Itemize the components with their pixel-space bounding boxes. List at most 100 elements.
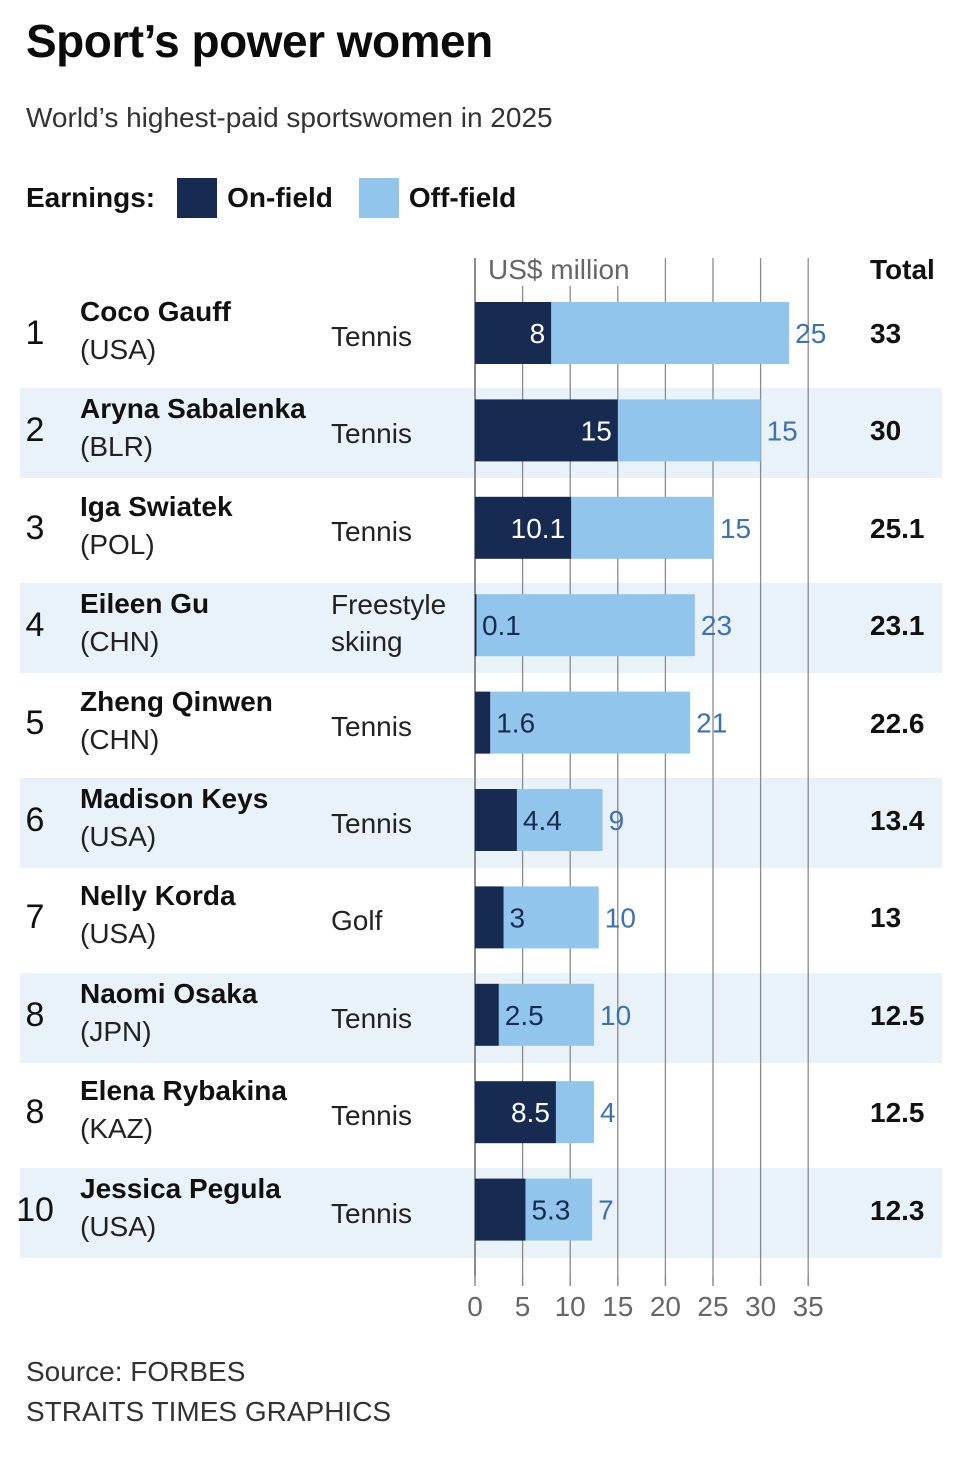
rank-number: 6: [25, 801, 45, 839]
legend-title: Earnings:: [26, 182, 156, 213]
off-field-value-label: 15: [720, 513, 751, 544]
on-field-value-label: 5.3: [531, 1195, 570, 1226]
on-field-value-label: 8.5: [511, 1097, 550, 1128]
bar-on-field: [475, 691, 491, 754]
rank-number: 1: [25, 314, 45, 352]
total-earnings: 30: [870, 415, 902, 447]
sport-name: Tennis: [331, 515, 412, 547]
bar-off-field: [551, 302, 790, 364]
bar-on-field: [475, 1178, 526, 1241]
bar-off-field: [503, 886, 599, 949]
athlete-country: (BLR): [80, 431, 154, 463]
sport-name: Tennis: [331, 1100, 412, 1132]
off-field-value-label: 10: [600, 1000, 631, 1031]
athlete-name: Jessica Pegula: [80, 1172, 281, 1204]
rank-number: 7: [25, 898, 45, 937]
sport-name: Golf: [331, 905, 383, 937]
total-earnings: 13: [870, 902, 902, 934]
rank-number: 10: [16, 1190, 54, 1229]
off-field-value-label: 9: [609, 805, 625, 836]
athlete-country: (USA): [80, 821, 157, 852]
total-earnings: 12.3: [870, 1194, 925, 1226]
on-field-value-label: 8: [530, 318, 546, 349]
bar-on-field: [475, 594, 477, 657]
bar-on-field: [475, 789, 517, 851]
off-field-value-label: 10: [605, 902, 636, 933]
on-field-value-label: 4.4: [523, 805, 562, 836]
bar-off-field: [475, 594, 695, 657]
x-tick-label: 5: [515, 1291, 531, 1322]
x-tick-label: 35: [793, 1291, 824, 1322]
bar-off-field: [525, 1178, 593, 1241]
off-field-value-label: 23: [701, 610, 732, 641]
rank-number: 8: [25, 1093, 45, 1132]
legend-swatch-off-field: [358, 178, 399, 218]
athlete-country: (USA): [80, 1210, 157, 1242]
sport-name: Freestyle skiing: [331, 589, 447, 658]
on-field-value-label: 0.1: [482, 610, 521, 641]
rank-number: 5: [25, 703, 45, 742]
x-tick-label: 30: [745, 1291, 776, 1322]
x-tick-label: 15: [602, 1291, 633, 1322]
rank-number: 4: [25, 606, 45, 645]
athlete-country: (USA): [80, 918, 157, 950]
total-earnings: 22.6: [870, 707, 925, 739]
athlete-name: Nelly Korda: [80, 880, 236, 912]
on-field-value-label: 10.1: [511, 513, 566, 544]
credit-note: STRAITS TIMES GRAPHICS: [26, 1396, 392, 1427]
total-earnings: 25.1: [870, 512, 925, 544]
bar-off-field: [555, 1081, 594, 1144]
athlete-name: Iga Swiatek: [80, 490, 233, 522]
athlete-country: (CHN): [80, 626, 160, 658]
x-tick-label: 20: [650, 1291, 681, 1322]
bar-off-field: [571, 496, 714, 559]
off-field-value-label: 25: [795, 318, 826, 349]
athlete-name: Eileen Gu: [80, 588, 210, 620]
chart-title: Sport’s power women: [26, 15, 493, 67]
athlete-country: (POL): [80, 528, 155, 560]
on-field-value-label: 2.5: [505, 1000, 544, 1031]
off-field-value-label: 21: [696, 708, 727, 739]
on-field-value-label: 1.6: [496, 708, 535, 739]
source-note: Source: FORBES: [26, 1356, 246, 1387]
on-field-value-label: 3: [510, 902, 526, 933]
rank-number: 2: [25, 411, 45, 450]
sport-name: Tennis: [331, 808, 412, 839]
x-tick-label: 10: [555, 1291, 586, 1322]
bar-off-field: [490, 691, 691, 754]
bar-on-field: [475, 302, 552, 364]
athlete-name: Madison Keys: [80, 783, 269, 814]
legend: Earnings: On-field Off-field: [26, 176, 542, 220]
total-column-header: Total: [870, 254, 935, 285]
legend-label-off-field: Off-field: [408, 182, 517, 213]
legend-swatch-on-field: [177, 178, 218, 218]
athlete-country: (KAZ): [80, 1113, 154, 1145]
total-earnings: 33: [870, 318, 902, 349]
total-earnings: 23.1: [870, 610, 925, 642]
bar-off-field: [498, 983, 594, 1046]
athlete-country: (CHN): [80, 723, 160, 755]
athlete-name: Naomi Osaka: [80, 977, 258, 1009]
bar-off-field: [516, 789, 603, 851]
bar-on-field: [475, 983, 499, 1046]
athlete-name: Coco Gauff: [80, 296, 231, 327]
off-field-value-label: 7: [598, 1195, 614, 1226]
athlete-name: Zheng Qinwen: [80, 685, 273, 717]
x-tick-label: 25: [697, 1291, 728, 1322]
bar-on-field: [475, 399, 618, 462]
sport-name: Tennis: [331, 1002, 412, 1034]
chart-subtitle: World’s highest-paid sportswomen in 2025: [26, 102, 553, 133]
sport-name: Tennis: [331, 418, 412, 450]
athlete-name: Elena Rybakina: [80, 1075, 287, 1107]
bar-on-field: [475, 1081, 556, 1144]
legend-label-on-field: On-field: [227, 182, 333, 213]
on-field-value-label: 15: [581, 415, 612, 446]
athlete-country: (USA): [80, 334, 157, 365]
rank-number: 8: [25, 995, 45, 1034]
athlete-name: Aryna Sabalenka: [80, 393, 306, 425]
rank-number: 3: [25, 508, 45, 547]
athlete-country: (JPN): [80, 1015, 152, 1047]
sport-name: Tennis: [331, 710, 412, 742]
total-earnings: 13.4: [870, 805, 925, 836]
